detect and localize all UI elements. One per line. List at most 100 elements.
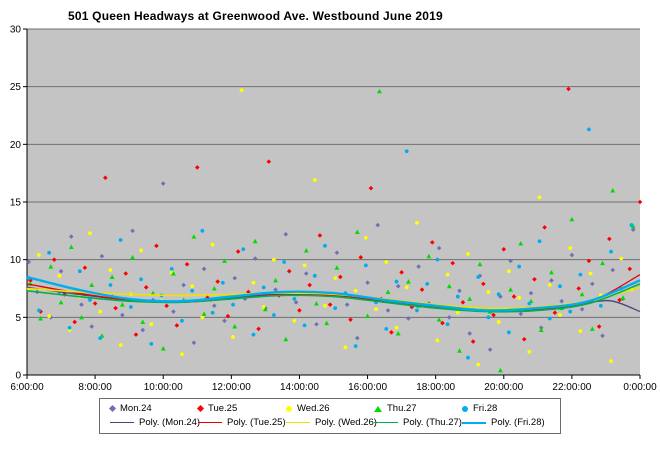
data-point [123,271,129,276]
x-axis-label: 12:00:00 [212,382,251,393]
data-point [324,320,330,326]
data-point [273,277,279,283]
data-point [220,280,225,285]
data-point [455,294,460,299]
data-point [171,309,176,314]
legend-poly-label: Poly. (Fri.28) [491,417,545,428]
data-point [184,261,190,267]
data-point [297,308,302,313]
data-point [261,285,266,290]
data-point [377,88,382,94]
data-point [92,301,98,306]
data-point [108,283,113,287]
data-point [241,247,246,252]
data-point [547,316,552,321]
data-point [302,263,307,268]
data-point [286,268,292,274]
x-axis-label: 18:00:00 [416,382,455,393]
data-point [140,327,146,333]
data-point [190,284,195,289]
data-point [174,323,180,328]
data-point [578,329,583,334]
data-point [180,352,184,357]
data-point [579,291,585,297]
data-point [143,285,149,290]
data-point [559,298,564,304]
data-point [435,257,440,262]
data-point [395,283,401,289]
data-point [394,325,399,330]
data-point [140,319,146,324]
data-point [385,289,391,294]
data-point [120,312,125,318]
data-point [79,302,84,307]
chart-title: 501 Queen Headways at Greenwood Ave. Wes… [68,9,443,23]
data-point [108,268,113,272]
data-point [508,287,513,292]
data-point [476,275,481,279]
data-point [355,335,360,341]
y-axis-label: 25 [10,82,22,93]
data-point [323,243,327,248]
data-point [395,330,401,336]
data-point [37,308,41,313]
data-point [98,309,103,314]
data-point [521,336,527,342]
data-point [200,315,205,320]
data-point [399,270,404,275]
data-point [200,228,205,233]
data-point [517,264,522,269]
y-axis-label: 5 [15,313,21,324]
data-point [609,249,613,254]
data-point [273,287,278,292]
data-point [363,263,368,268]
data-point [598,303,603,308]
y-axis-label: 10 [10,255,22,266]
data-point [338,274,343,280]
data-point [47,250,52,255]
diamond-marker-icon [108,404,117,413]
data-point [569,216,575,222]
data-point [358,255,364,260]
data-point [222,318,227,324]
legend-series-item: Fri.28 [462,403,550,414]
data-point [191,234,197,239]
data-point [231,335,235,339]
data-point [578,272,583,277]
trend-line-swatch [198,422,222,423]
data-point [99,253,105,259]
data-point [518,241,524,246]
data-point [88,298,92,302]
data-point [385,308,391,313]
x-axis-label: 20:00:00 [484,382,523,393]
data-point [466,252,470,256]
x-axis-label: 16:00:00 [348,382,387,393]
data-point [384,260,389,264]
data-point [109,274,115,279]
data-point [272,313,276,317]
data-point [586,258,592,264]
data-point [38,309,43,314]
data-point [252,256,258,261]
data-point [160,181,166,186]
data-point [496,292,501,297]
data-point [88,231,92,236]
data-point [283,231,289,237]
data-point [445,272,450,277]
data-point [47,314,52,319]
data-point [558,284,562,289]
data-point [487,347,493,352]
legend-series-item: Thu.27 [374,403,462,414]
data-point [466,355,470,360]
data-point [630,223,636,229]
data-point [436,317,442,322]
legend-series-label: Mon.24 [120,403,152,414]
data-point [139,277,143,282]
data-point [272,257,276,262]
data-point [48,264,54,269]
data-point [252,238,258,244]
data-point [496,320,501,324]
data-point [119,302,125,307]
data-point [149,322,154,327]
data-point [627,266,633,272]
